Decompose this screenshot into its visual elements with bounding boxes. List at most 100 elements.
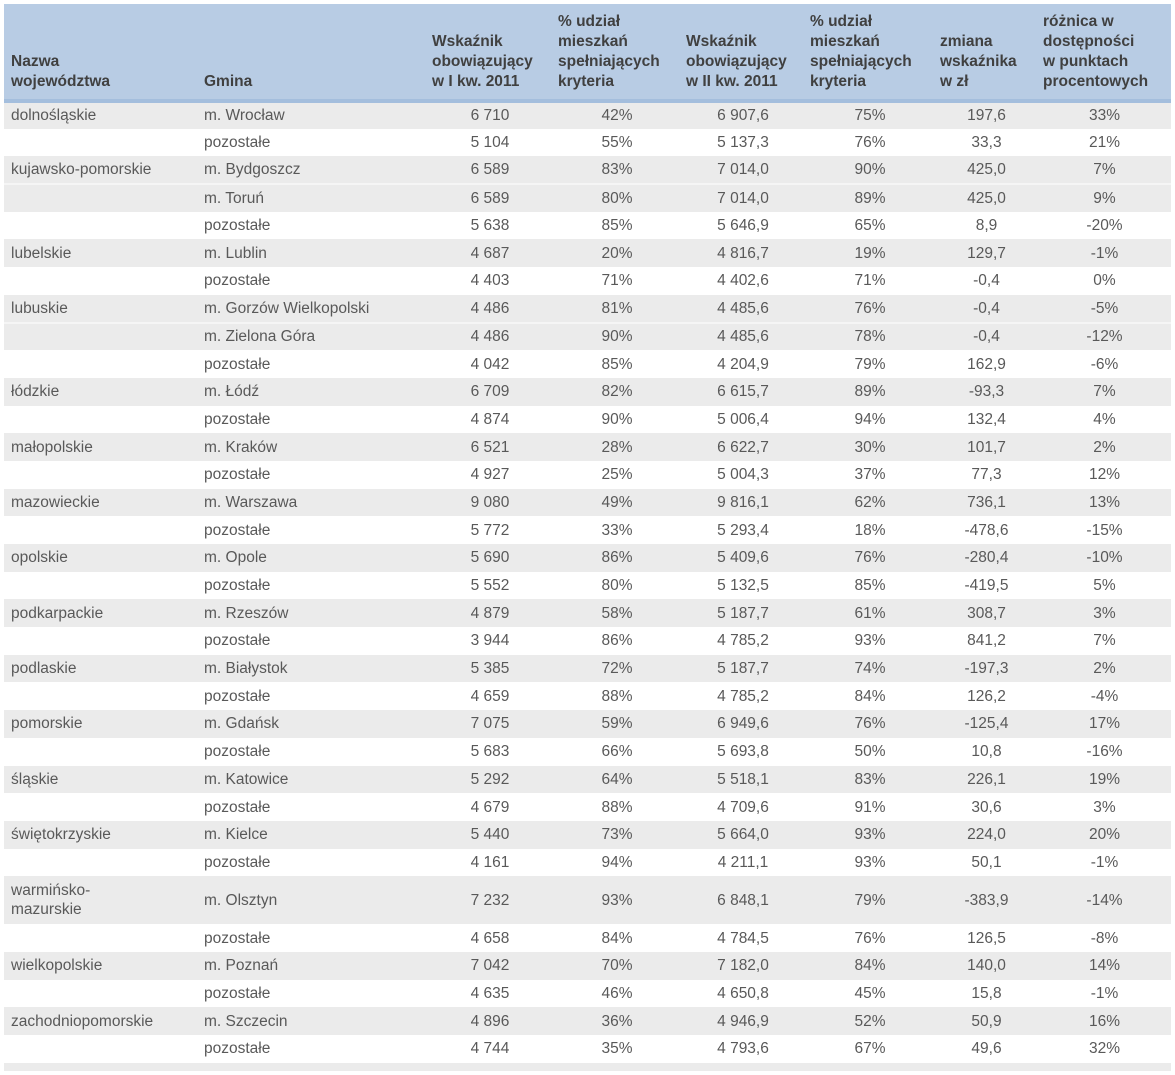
table-row: lubuskie m. Gorzów Wielkopolski 4 486 81… xyxy=(4,294,1171,323)
cell-gmina: pozostałe xyxy=(200,350,427,378)
cell-indicator-q1: 4 635 xyxy=(427,979,553,1008)
cell-pct-criteria-q2: 30% xyxy=(805,433,935,461)
cell-indicator-q1: 9 080 xyxy=(427,488,553,517)
cell-indicator-q2: 4 793,6 xyxy=(681,1035,805,1063)
cell-availability-diff: 7% xyxy=(1038,627,1171,655)
cell-gmina: m. Gorzów Wielkopolski xyxy=(200,294,427,323)
cell-pct-criteria-q1: 58% xyxy=(553,599,681,628)
cell-indicator-q2: 5 646,9 xyxy=(681,211,805,240)
cell-indicator-q1: 6 710 xyxy=(427,101,553,129)
cell-indicator-change: 226,1 xyxy=(935,765,1038,794)
cell-pct-criteria-q1: 80% xyxy=(553,183,681,212)
cell-pct-criteria-q2: 65% xyxy=(805,211,935,240)
cell-gmina: pozostałe xyxy=(200,1035,427,1063)
cell-indicator-q2: 4 816,7 xyxy=(681,239,805,268)
cell-voivodeship xyxy=(4,405,200,434)
column-header-pct-meeting-criteria-q1: % udział mieszkań spełniających kryteria xyxy=(553,4,681,103)
cell-pct-criteria-q1: 72% xyxy=(553,654,681,683)
cell-indicator-q2: 4 204,9 xyxy=(681,350,805,378)
cell-indicator-q2: 4 709,6 xyxy=(681,793,805,821)
cell-voivodeship: warmińsko- mazurskie xyxy=(4,876,200,925)
cell-indicator-q1: 5 683 xyxy=(427,737,553,766)
cell-pct-criteria-q2: 52% xyxy=(805,1007,935,1035)
table-row: pozostałe 4 403 71% 4 402,6 71% -0,4 0% xyxy=(4,267,1171,295)
cell-indicator-q1: 5 104 xyxy=(427,128,553,157)
cell-pct-criteria-q1: 49% xyxy=(553,488,681,517)
cell-gmina: m. Warszawa xyxy=(200,488,427,517)
cell-indicator-change: 15,8 xyxy=(935,979,1038,1008)
cell-indicator-q2: 6 907,6 xyxy=(681,101,805,129)
cell-gmina: pozostałe xyxy=(200,682,427,711)
cell-gmina: m. Gdańsk xyxy=(200,710,427,738)
cell-pct-criteria-q2: 91% xyxy=(805,793,935,821)
cell-indicator-change: 197,6 xyxy=(935,101,1038,129)
cell-availability-diff: 19% xyxy=(1038,765,1171,794)
cell-indicator-change: -197,3 xyxy=(935,654,1038,683)
cell-availability-diff: 4% xyxy=(1038,405,1171,434)
table-row: kujawsko-pomorskie m. Bydgoszcz 6 589 83… xyxy=(4,156,1171,185)
cell-indicator-q2: 5 409,6 xyxy=(681,544,805,572)
column-header-indicator-change-pln: zmiana wskaźnika w zł xyxy=(935,4,1038,103)
cell-indicator-q2: 5 518,1 xyxy=(681,765,805,794)
cell-indicator-q1: 7 232 xyxy=(427,876,553,925)
cell-gmina: pozostałe xyxy=(200,460,427,489)
cell-availability-diff: 5% xyxy=(1038,571,1171,600)
table-row: pozostałe 4 927 25% 5 004,3 37% 77,3 12% xyxy=(4,460,1171,489)
cell-pct-criteria-q1: 88% xyxy=(553,682,681,711)
cell-indicator-q2: 7 182,0 xyxy=(681,951,805,980)
cell-indicator-q1: 4 486 xyxy=(427,321,553,351)
cell-gmina: m. Poznań xyxy=(200,951,427,980)
cell-indicator-q2: 6 622,7 xyxy=(681,433,805,461)
cell-voivodeship xyxy=(4,924,200,952)
cell-gmina: pozostałe xyxy=(200,979,427,1008)
table-row: pozostałe 4 635 46% 4 650,8 45% 15,8 -1% xyxy=(4,979,1171,1008)
cell-indicator-q2: 4 785,2 xyxy=(681,627,805,655)
cell-pct-criteria-q2: 79% xyxy=(805,350,935,378)
cell-indicator-change: 132,4 xyxy=(935,405,1038,434)
cell-indicator-q1: 3 944 xyxy=(427,627,553,655)
cell-indicator-q2: 6 848,1 xyxy=(681,876,805,925)
table-row: pozostałe 4 042 85% 4 204,9 79% 162,9 -6… xyxy=(4,350,1171,378)
cell-voivodeship xyxy=(4,211,200,240)
cell-pct-criteria-q2: 93% xyxy=(805,820,935,849)
cell-availability-diff: 12% xyxy=(1038,460,1171,489)
table-row: małopolskie m. Kraków 6 521 28% 6 622,7 … xyxy=(4,433,1171,461)
cell-gmina: pozostałe xyxy=(200,848,427,877)
table-row: zachodniopomorskie m. Szczecin 4 896 36%… xyxy=(4,1007,1171,1035)
cell-gmina: pozostałe xyxy=(200,924,427,952)
cell-pct-criteria-q1: 80% xyxy=(553,571,681,600)
cell-pct-criteria-q2: 19% xyxy=(805,239,935,268)
cell-indicator-q2: 4 485,6 xyxy=(681,321,805,351)
cell-gmina: m. Rzeszów xyxy=(200,599,427,628)
cell-availability-diff: -10% xyxy=(1038,544,1171,572)
cell-indicator-q2: 5 187,7 xyxy=(681,654,805,683)
cell-voivodeship: lubelskie xyxy=(4,239,200,268)
table-row: pozostałe 5 552 80% 5 132,5 85% -419,5 5… xyxy=(4,571,1171,600)
cell-gmina: m. Białystok xyxy=(200,654,427,683)
cell-gmina: m. Zielona Góra xyxy=(200,321,427,351)
cell-availability-diff: 16% xyxy=(1038,1007,1171,1035)
table-row: pozostałe 5 683 66% 5 693,8 50% 10,8 -16… xyxy=(4,737,1171,766)
cell-availability-diff: 3% xyxy=(1038,793,1171,821)
cell-indicator-q1: 5 440 xyxy=(427,820,553,849)
cell-indicator-q2: 6 949,6 xyxy=(681,710,805,738)
table-row: opolskie m. Opole 5 690 86% 5 409,6 76% … xyxy=(4,544,1171,572)
cell-voivodeship: dolnośląskie xyxy=(4,101,200,129)
cell-availability-diff: 13% xyxy=(1038,488,1171,517)
cell-indicator-q1: 5 772 xyxy=(427,516,553,544)
cell-indicator-q2: 5 137,3 xyxy=(681,128,805,157)
cell-indicator-q2: 4 211,1 xyxy=(681,848,805,877)
cell-pct-criteria-q2: 75% xyxy=(805,101,935,129)
cell-voivodeship: świętokrzyskie xyxy=(4,820,200,849)
cell-pct-criteria-q1: 66% xyxy=(553,737,681,766)
cell-indicator-change: 126,5 xyxy=(935,924,1038,952)
cell-voivodeship: śląskie xyxy=(4,765,200,794)
cell-indicator-q1: 6 589 xyxy=(427,156,553,185)
table-row: pozostałe 4 744 35% 4 793,6 67% 49,6 32% xyxy=(4,1035,1171,1063)
cell-pct-criteria-q1: 93% xyxy=(553,876,681,925)
cell-voivodeship xyxy=(4,460,200,489)
cell-indicator-change: -0,4 xyxy=(935,267,1038,295)
cell-indicator-change: 49,6 xyxy=(935,1035,1038,1063)
cell-pct-criteria-q1: 90% xyxy=(553,405,681,434)
cell-indicator-q2: 4 785,2 xyxy=(681,682,805,711)
